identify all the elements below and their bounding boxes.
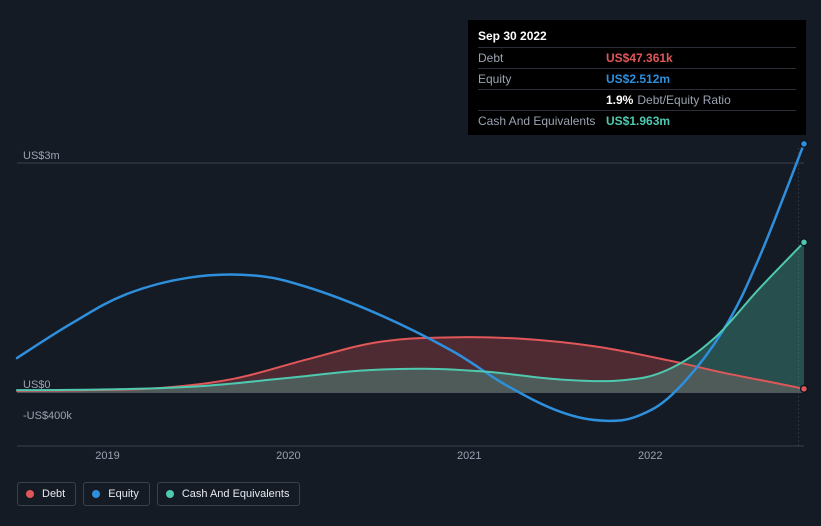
- endpoint-equity: [801, 140, 808, 147]
- tooltip-row-sublabel: Debt/Equity Ratio: [637, 93, 730, 107]
- legend-swatch-icon: [26, 490, 34, 498]
- x-axis-labels: 2019 2020 2021 2022: [0, 450, 821, 470]
- legend-item-cash-and-equivalents[interactable]: Cash And Equivalents: [157, 482, 301, 506]
- legend-item-equity[interactable]: Equity: [83, 482, 150, 506]
- tooltip-row-label: [478, 92, 606, 108]
- tooltip-row: EquityUS$2.512m: [478, 68, 796, 89]
- endpoint-debt: [801, 385, 808, 392]
- y-axis-label: -US$400k: [23, 410, 72, 422]
- y-axis-label: US$3m: [23, 150, 60, 162]
- tooltip-row-value: US$1.963m: [606, 113, 670, 129]
- tooltip-row: Cash And EquivalentsUS$1.963m: [478, 110, 796, 131]
- legend-item-debt[interactable]: Debt: [17, 482, 76, 506]
- x-axis-label: 2022: [638, 450, 662, 462]
- legend-swatch-icon: [92, 490, 100, 498]
- tooltip-row-label: Equity: [478, 71, 606, 87]
- x-axis-label: 2020: [276, 450, 300, 462]
- x-axis-label: 2021: [457, 450, 481, 462]
- tooltip-row-value: US$2.512m: [606, 71, 670, 87]
- tooltip-row: DebtUS$47.361k: [478, 47, 796, 68]
- legend-item-label: Debt: [42, 488, 65, 500]
- endpoint-cash-and-equivalents: [801, 239, 808, 246]
- tooltip-date: Sep 30 2022: [478, 26, 796, 47]
- legend-item-label: Equity: [108, 488, 139, 500]
- chart-tooltip: Sep 30 2022 DebtUS$47.361kEquityUS$2.512…: [468, 20, 806, 135]
- tooltip-row-label: Cash And Equivalents: [478, 113, 606, 129]
- y-axis-label: US$0: [23, 379, 51, 391]
- tooltip-row-value: 1.9%Debt/Equity Ratio: [606, 92, 731, 108]
- tooltip-row: 1.9%Debt/Equity Ratio: [478, 89, 796, 110]
- tooltip-row-value: US$47.361k: [606, 50, 673, 66]
- tooltip-row-label: Debt: [478, 50, 606, 66]
- legend-swatch-icon: [166, 490, 174, 498]
- area-cash-and-equivalents: [17, 242, 804, 392]
- chart-legend: Debt Equity Cash And Equivalents: [17, 482, 300, 506]
- financial-chart: US$3m US$0 -US$400k 2019 2020 2021 2022 Sep 3…: [0, 0, 821, 526]
- legend-item-label: Cash And Equivalents: [182, 488, 290, 500]
- x-axis-label: 2019: [95, 450, 119, 462]
